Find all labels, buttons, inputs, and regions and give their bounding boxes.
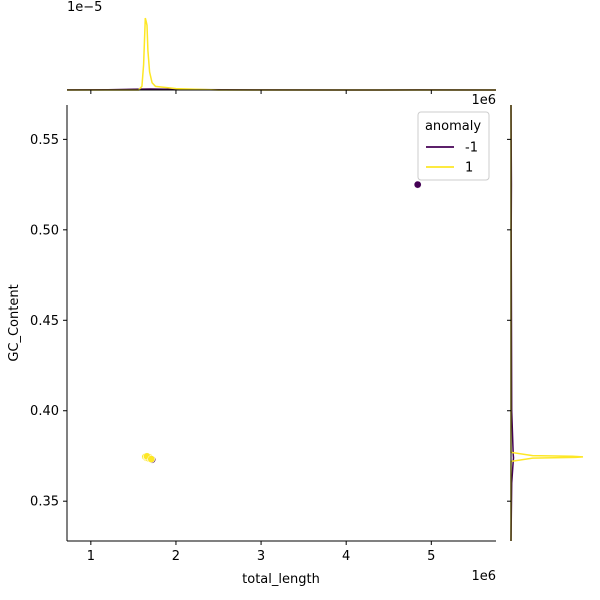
marginal-top-plot: 1e−5 <box>66 0 497 94</box>
x-axis-label: total_length <box>242 572 320 587</box>
marginal-right-offset-label: 1e6 <box>471 93 496 108</box>
y-tick-label: 0.40 <box>30 404 59 419</box>
y-tick-label: 0.35 <box>30 495 59 510</box>
y-tick-label: 0.50 <box>30 223 59 238</box>
marginal-right-density-normal <box>510 105 584 541</box>
marginal-top-offset-label: 1e−5 <box>67 0 102 15</box>
x-offset-label: 1e6 <box>471 569 496 584</box>
legend-label: -1 <box>465 141 478 156</box>
legend-label: 1 <box>465 161 473 176</box>
legend-box <box>417 111 490 181</box>
x-tick-label: 1 <box>87 549 95 564</box>
x-tick-label: 5 <box>427 549 435 564</box>
y-axis-label: GC_Content <box>7 284 22 361</box>
x-tick-label: 3 <box>257 549 265 564</box>
y-tick-label: 0.55 <box>30 133 59 148</box>
marginal-top-density-normal <box>67 17 496 91</box>
legend-title: anomaly <box>425 119 481 134</box>
scatter-point-normal <box>147 455 156 463</box>
legend: anomaly -1 1 <box>417 111 490 181</box>
x-tick-label: 4 <box>342 549 350 564</box>
y-tick-label: 0.45 <box>30 314 59 329</box>
scatter-point-anomaly <box>413 180 422 189</box>
x-tick-label: 2 <box>172 549 180 564</box>
marginal-right-plot: 1e6 <box>471 93 584 542</box>
